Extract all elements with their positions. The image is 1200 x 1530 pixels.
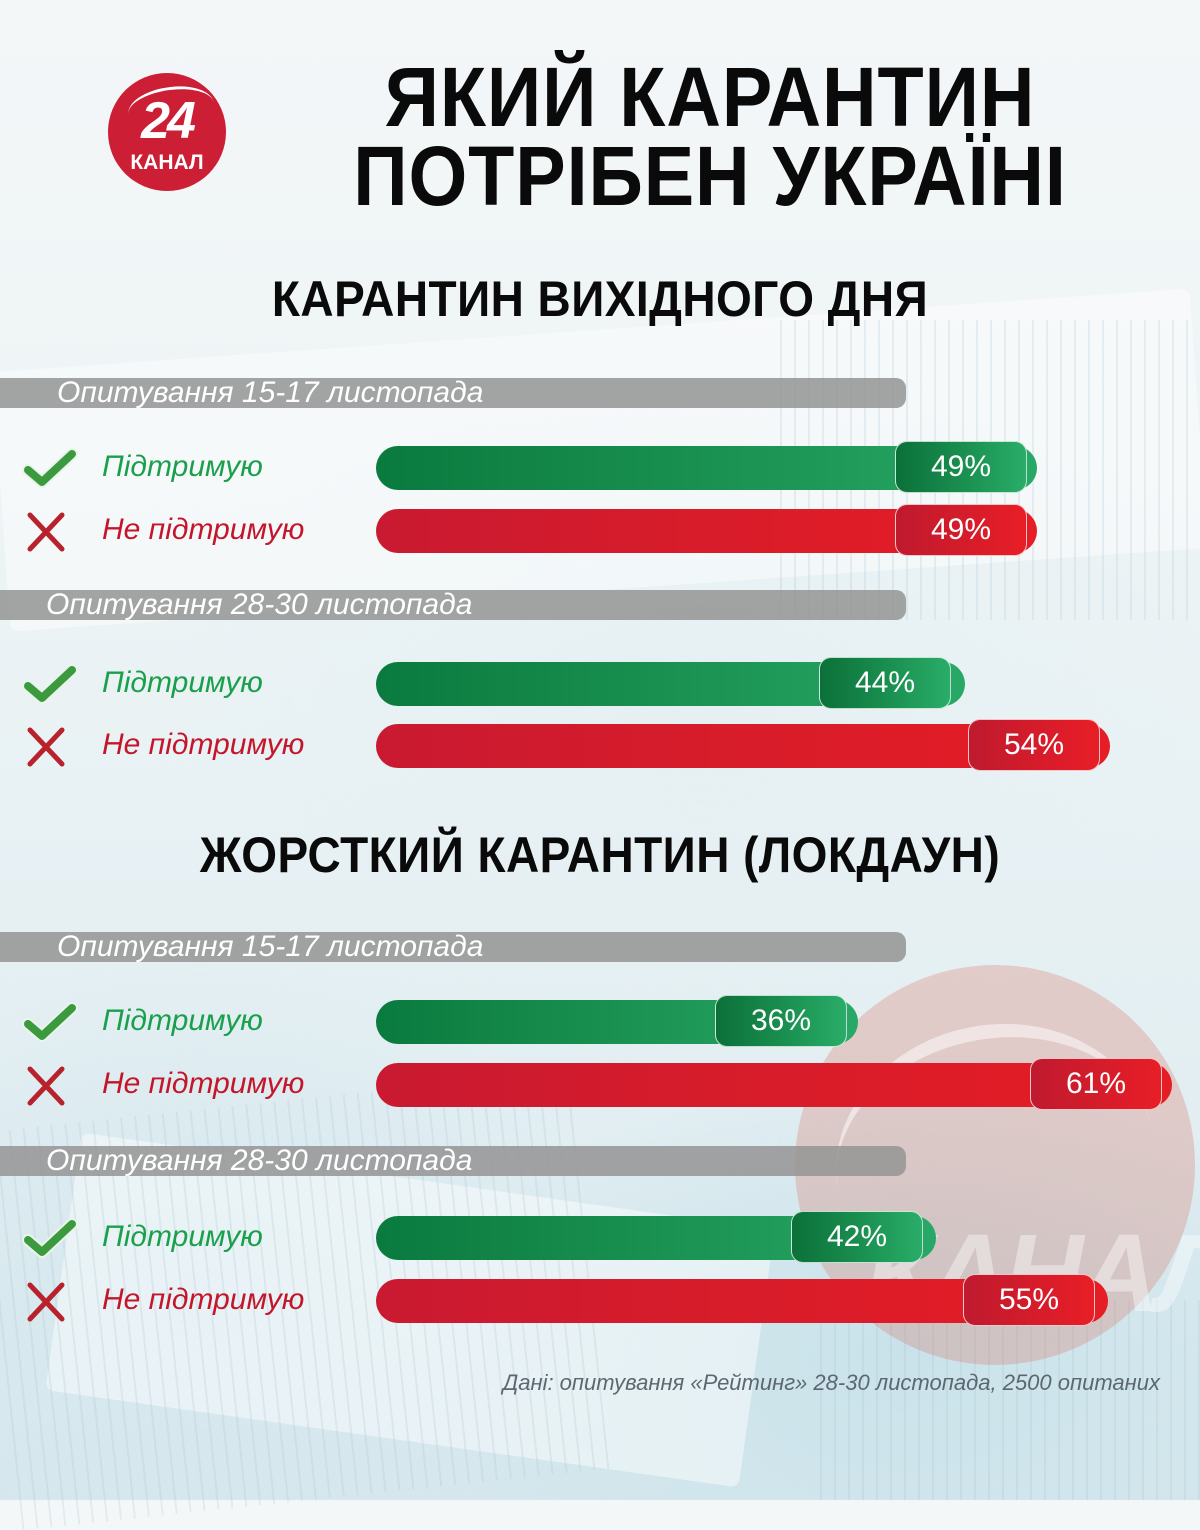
cross-icon xyxy=(27,512,65,552)
check-icon xyxy=(22,1002,78,1042)
channel-logo: 24 КАНАЛ xyxy=(108,73,226,191)
page-title-line-1: ЯКИЙ КАРАНТИН xyxy=(384,50,1036,144)
row-label: Підтримую xyxy=(102,666,263,699)
logo-word: КАНАЛ xyxy=(130,151,204,174)
bar-support: 44% xyxy=(376,657,965,709)
row-label: Не підтримую xyxy=(102,513,305,546)
chart-row-support: Підтримую 44% xyxy=(0,657,1200,709)
bar-oppose: 54% xyxy=(376,719,1110,771)
value-badge: 54% xyxy=(968,719,1100,771)
chart-row-oppose: Не підтримую 49% xyxy=(0,504,1200,556)
value-badge: 44% xyxy=(819,657,951,709)
chart-row-oppose: Не підтримую 55% xyxy=(0,1274,1200,1326)
bar-oppose: 61% xyxy=(376,1058,1172,1110)
row-label: Підтримую xyxy=(102,450,263,483)
chart-row-support: Підтримую 49% xyxy=(0,441,1200,493)
row-label: Підтримую xyxy=(102,1004,263,1037)
section-heading-weekend: КАРАНТИН ВИХІДНОГО ДНЯ xyxy=(271,271,929,327)
chart-row-oppose: Не підтримую 54% xyxy=(0,719,1200,771)
row-label: Підтримую xyxy=(102,1220,263,1253)
value-badge: 49% xyxy=(895,504,1027,556)
chart-row-support: Підтримую 36% xyxy=(0,995,1200,1047)
bar-support: 42% xyxy=(376,1211,936,1263)
poll-header-label: Опитування 28-30 листопада xyxy=(46,1144,473,1177)
check-icon xyxy=(22,448,78,488)
value-badge: 49% xyxy=(895,441,1027,493)
value-badge: 55% xyxy=(963,1274,1095,1326)
logo-number: 24 xyxy=(141,92,196,150)
poll-header: Опитування 15-17 листопада xyxy=(0,930,906,963)
check-icon xyxy=(22,664,78,704)
poll-header-label: Опитування 15-17 листопада xyxy=(57,930,484,963)
poll-header: Опитування 28-30 листопада xyxy=(0,588,906,621)
bar-oppose: 55% xyxy=(376,1274,1108,1326)
poll-header-label: Опитування 15-17 листопада xyxy=(57,376,484,409)
bar-support: 49% xyxy=(376,441,1037,493)
row-label: Не підтримую xyxy=(102,728,305,761)
value-badge: 61% xyxy=(1030,1058,1162,1110)
bar-oppose: 49% xyxy=(376,504,1037,556)
poll-header: Опитування 15-17 листопада xyxy=(0,376,906,409)
section-heading-lockdown: ЖОРСТКИЙ КАРАНТИН (ЛОКДАУН) xyxy=(199,827,1001,883)
row-label: Не підтримую xyxy=(102,1283,305,1316)
data-source-note: Дані: опитування «Рейтинг» 28-30 листопа… xyxy=(502,1370,1160,1395)
bar-support: 36% xyxy=(376,995,858,1047)
poll-header-label: Опитування 28-30 листопада xyxy=(46,588,473,621)
chart-row-oppose: Не підтримую 61% xyxy=(0,1058,1200,1110)
value-badge: 36% xyxy=(715,995,847,1047)
value-badge: 42% xyxy=(791,1211,923,1263)
check-icon xyxy=(22,1218,78,1258)
row-label: Не підтримую xyxy=(102,1067,305,1100)
background-stitching xyxy=(820,1300,1200,1500)
cross-icon xyxy=(27,727,65,767)
cross-icon xyxy=(27,1282,65,1322)
page-title-line-2: ПОТРІБЕН УКРАЇНІ xyxy=(353,129,1067,223)
poll-header: Опитування 28-30 листопада xyxy=(0,1144,906,1177)
cross-icon xyxy=(27,1066,65,1106)
chart-row-support: Підтримую 42% xyxy=(0,1211,1200,1263)
